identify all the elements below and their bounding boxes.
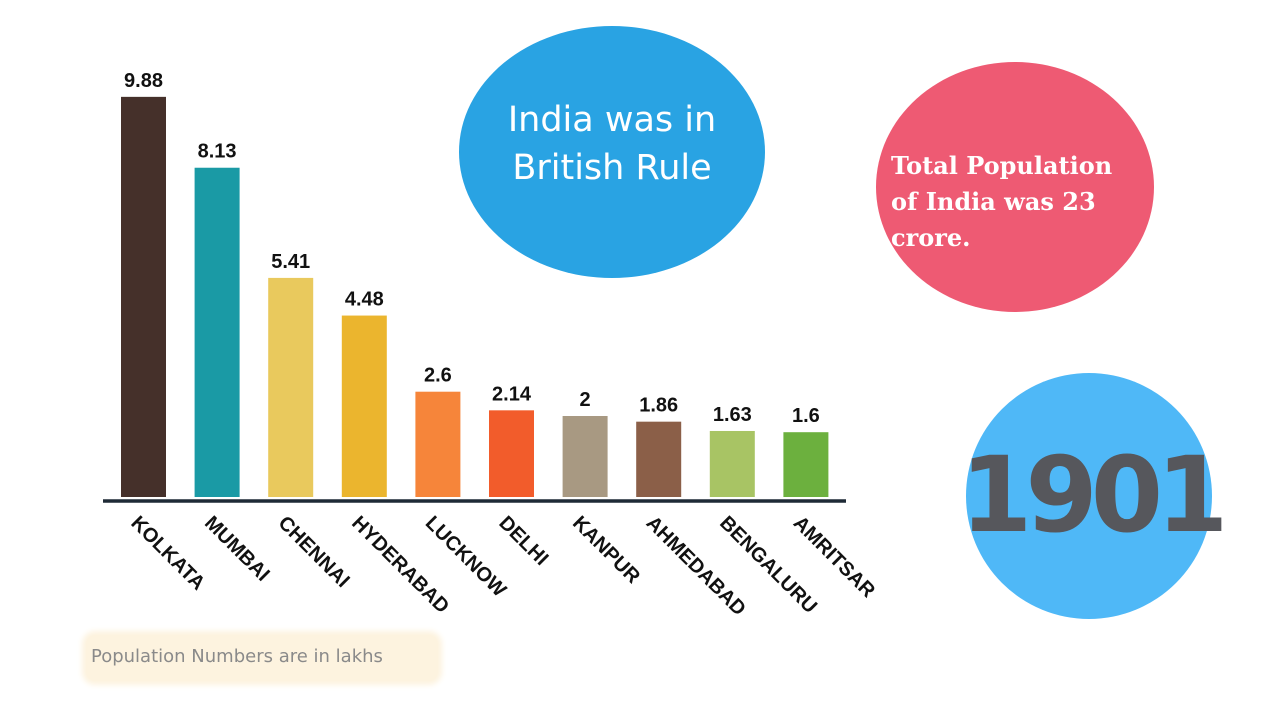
bar-delhi — [489, 410, 534, 497]
bar-hyderabad — [341, 315, 387, 497]
british-rule-text: India was in British Rule — [507, 100, 717, 188]
bar-lucknow — [415, 391, 461, 497]
value-label: 5.41 — [271, 251, 310, 273]
value-label: 1.63 — [713, 404, 752, 426]
year-bubble — [966, 373, 1212, 619]
category-label: KANPUR — [568, 512, 644, 588]
bar-chennai — [268, 277, 314, 497]
value-label: 9.88 — [124, 70, 163, 92]
bar-ahmedabad — [636, 421, 682, 497]
category-label: CHENNAI — [274, 512, 354, 592]
population-text: Total Population of India was 23 crore. — [891, 151, 1113, 252]
units-note: Population Numbers are in lakhs — [86, 635, 438, 681]
value-label: 1.86 — [639, 395, 678, 417]
bar-kolkata — [121, 96, 166, 498]
bar-mumbai — [194, 167, 240, 498]
british-rule-bubble — [459, 26, 765, 278]
value-label: 2.14 — [492, 383, 532, 405]
population-bubble — [876, 62, 1154, 312]
category-label: MUMBAI — [200, 512, 274, 586]
bar-bengaluru — [709, 430, 755, 497]
bar-kanpur — [562, 416, 608, 497]
value-label: 2.6 — [424, 365, 452, 387]
value-label: 8.13 — [198, 141, 237, 163]
value-label: 4.48 — [345, 289, 384, 311]
year-text: 1901 — [960, 434, 1228, 556]
value-label: 2 — [580, 389, 591, 411]
category-label: KOLKATA — [126, 512, 209, 595]
category-label: DELHI — [494, 512, 552, 570]
value-label: 1.6 — [792, 405, 820, 427]
bar-amritsar — [783, 432, 829, 497]
